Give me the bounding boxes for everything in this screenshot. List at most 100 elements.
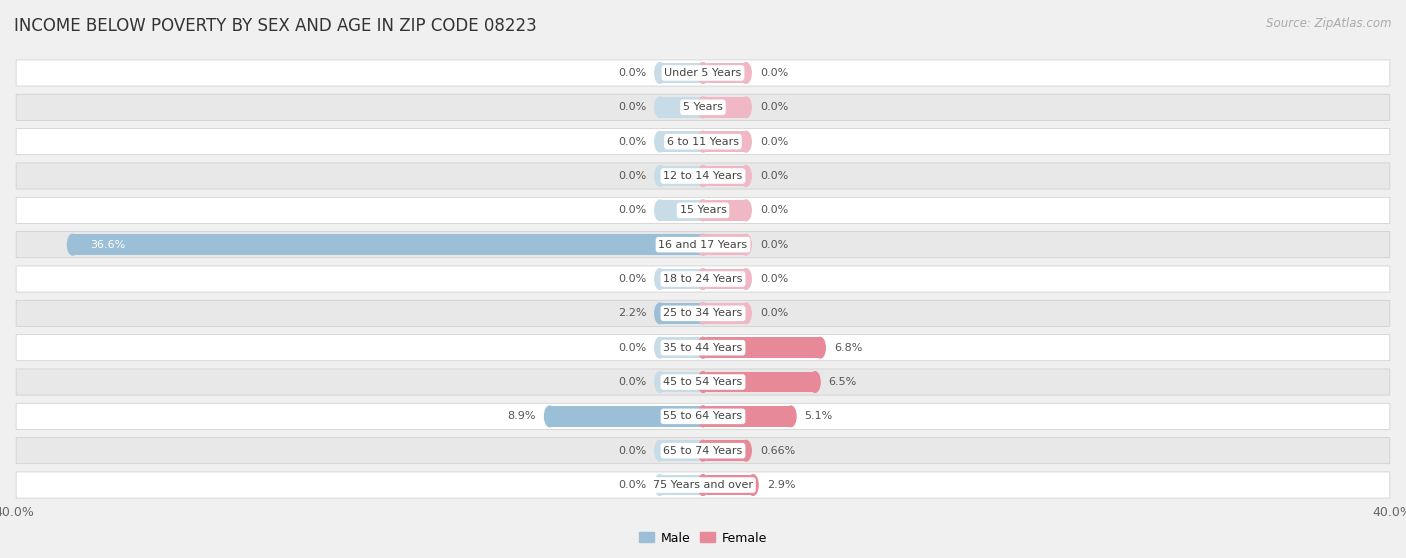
FancyBboxPatch shape (15, 232, 1391, 258)
FancyBboxPatch shape (15, 403, 1391, 430)
Text: Source: ZipAtlas.com: Source: ZipAtlas.com (1267, 17, 1392, 30)
Circle shape (697, 440, 709, 461)
Circle shape (697, 200, 709, 220)
FancyBboxPatch shape (15, 300, 1391, 326)
Text: 15 Years: 15 Years (679, 205, 727, 215)
Bar (703, 372, 815, 392)
Text: 25 to 34 Years: 25 to 34 Years (664, 309, 742, 318)
Bar (703, 200, 747, 220)
Text: Under 5 Years: Under 5 Years (665, 68, 741, 78)
FancyBboxPatch shape (15, 163, 1391, 189)
Circle shape (697, 166, 709, 186)
Text: 0.66%: 0.66% (759, 446, 794, 456)
Circle shape (697, 166, 709, 186)
Circle shape (748, 475, 758, 496)
Circle shape (697, 475, 709, 496)
Legend: Male, Female: Male, Female (634, 527, 772, 550)
FancyBboxPatch shape (15, 94, 1391, 121)
Circle shape (655, 200, 665, 220)
Text: 75 Years and over: 75 Years and over (652, 480, 754, 490)
Bar (659, 62, 703, 83)
FancyBboxPatch shape (15, 128, 1391, 155)
Text: 0.0%: 0.0% (759, 171, 789, 181)
Bar (550, 406, 703, 427)
Circle shape (697, 440, 709, 461)
Text: 0.0%: 0.0% (759, 68, 789, 78)
Text: 0.0%: 0.0% (617, 205, 647, 215)
Text: 55 to 64 Years: 55 to 64 Years (664, 411, 742, 421)
Circle shape (697, 338, 709, 358)
Bar (659, 303, 703, 324)
Bar (659, 269, 703, 289)
Circle shape (741, 97, 751, 118)
Text: 0.0%: 0.0% (759, 274, 789, 284)
Bar (659, 166, 703, 186)
Circle shape (655, 338, 665, 358)
Text: 0.0%: 0.0% (759, 240, 789, 249)
Text: 0.0%: 0.0% (617, 343, 647, 353)
Circle shape (655, 269, 665, 289)
Bar (703, 338, 820, 358)
Text: 0.0%: 0.0% (617, 377, 647, 387)
Text: 0.0%: 0.0% (617, 446, 647, 456)
Circle shape (697, 62, 709, 83)
Circle shape (741, 166, 751, 186)
Text: 2.9%: 2.9% (766, 480, 796, 490)
Circle shape (697, 131, 709, 152)
Text: 0.0%: 0.0% (617, 274, 647, 284)
Circle shape (697, 372, 709, 392)
Text: 18 to 24 Years: 18 to 24 Years (664, 274, 742, 284)
Text: 16 and 17 Years: 16 and 17 Years (658, 240, 748, 249)
Circle shape (741, 269, 751, 289)
Circle shape (697, 406, 709, 427)
Bar (703, 166, 747, 186)
Circle shape (741, 440, 751, 461)
Circle shape (655, 475, 665, 496)
Circle shape (810, 372, 820, 392)
Circle shape (741, 234, 751, 255)
Circle shape (697, 303, 709, 324)
Circle shape (655, 97, 665, 118)
FancyBboxPatch shape (15, 437, 1391, 464)
Circle shape (741, 200, 751, 220)
FancyBboxPatch shape (15, 335, 1391, 360)
Circle shape (67, 234, 77, 255)
Bar (703, 269, 747, 289)
Circle shape (697, 234, 709, 255)
Circle shape (697, 338, 709, 358)
Text: 5 Years: 5 Years (683, 102, 723, 112)
Text: 0.0%: 0.0% (617, 102, 647, 112)
Text: 0.0%: 0.0% (759, 205, 789, 215)
FancyBboxPatch shape (15, 198, 1391, 223)
Text: 5.1%: 5.1% (804, 411, 832, 421)
Bar (659, 475, 703, 496)
Text: 8.9%: 8.9% (508, 411, 536, 421)
Circle shape (741, 62, 751, 83)
Circle shape (741, 131, 751, 152)
Bar (703, 406, 790, 427)
Text: 0.0%: 0.0% (617, 480, 647, 490)
FancyBboxPatch shape (15, 369, 1391, 395)
Circle shape (655, 440, 665, 461)
Circle shape (655, 372, 665, 392)
Circle shape (741, 303, 751, 324)
Bar (703, 303, 747, 324)
Text: 6.8%: 6.8% (834, 343, 862, 353)
Bar (703, 62, 747, 83)
FancyBboxPatch shape (15, 472, 1391, 498)
Circle shape (815, 338, 825, 358)
Bar (703, 131, 747, 152)
Text: 0.0%: 0.0% (759, 309, 789, 318)
Bar (659, 372, 703, 392)
Text: 0.0%: 0.0% (759, 137, 789, 147)
Circle shape (697, 303, 709, 324)
Bar (703, 234, 747, 255)
Text: 2.2%: 2.2% (617, 309, 647, 318)
Circle shape (697, 372, 709, 392)
Circle shape (697, 269, 709, 289)
Bar (659, 131, 703, 152)
Circle shape (697, 97, 709, 118)
FancyBboxPatch shape (15, 266, 1391, 292)
Bar (659, 338, 703, 358)
Circle shape (697, 131, 709, 152)
